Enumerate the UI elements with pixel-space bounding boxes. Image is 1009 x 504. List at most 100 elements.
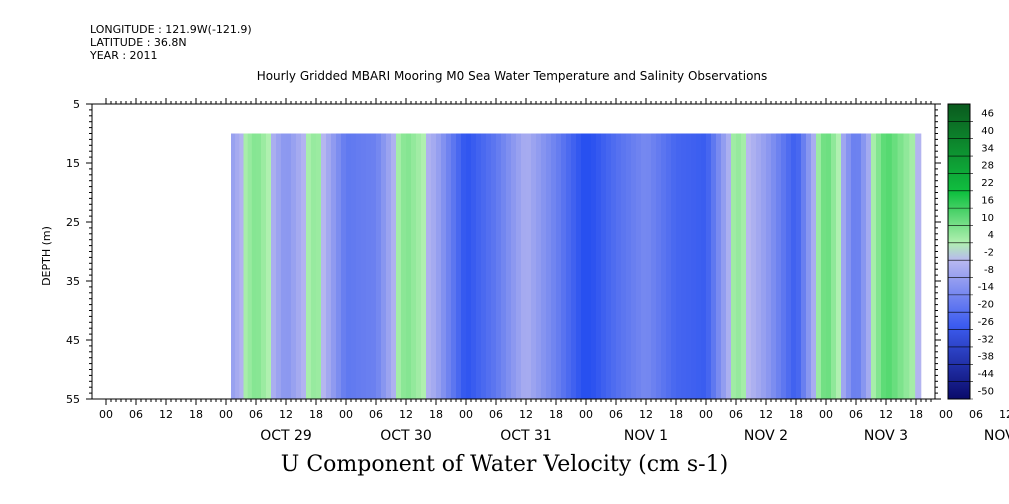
heatmap-cell xyxy=(636,133,642,399)
x-hour-label: 18 xyxy=(789,408,803,421)
heatmap-cell xyxy=(786,133,792,399)
heatmap-cell xyxy=(516,133,522,399)
heatmap-cell xyxy=(491,133,497,399)
x-date-label: NOV 3 xyxy=(864,428,908,444)
heatmap-cell xyxy=(903,133,910,399)
heatmap-cell xyxy=(621,133,627,399)
heatmap-cell xyxy=(321,133,327,399)
heatmap-cell xyxy=(826,133,832,399)
x-hour-label: 12 xyxy=(519,408,533,421)
heatmap-cell xyxy=(276,133,282,399)
heatmap-cell xyxy=(401,133,407,399)
heatmap-cell xyxy=(351,133,357,399)
y-tick-label: 45 xyxy=(66,334,80,347)
y-tick-label: 15 xyxy=(66,157,80,170)
y-tick-label: 5 xyxy=(73,98,80,111)
heatmap-cells xyxy=(231,133,922,399)
heatmap-cell xyxy=(676,133,682,399)
heatmap-cell xyxy=(841,133,847,399)
heatmap-cell xyxy=(666,133,672,399)
heatmap-cell xyxy=(566,133,572,399)
x-hour-label: 06 xyxy=(369,408,383,421)
heatmap-cell xyxy=(536,133,542,399)
x-hour-label: 18 xyxy=(309,408,323,421)
heatmap-cell xyxy=(736,133,742,399)
heatmap-cell xyxy=(761,133,767,399)
heatmap-cell xyxy=(611,133,617,399)
latitude-label: LATITUDE : 36.8N xyxy=(90,36,187,49)
heatmap-cell xyxy=(556,133,562,399)
y-tick-label: 25 xyxy=(66,216,80,229)
heatmap-cell xyxy=(721,133,727,399)
heatmap-cell xyxy=(526,133,532,399)
heatmap-cell xyxy=(891,133,898,399)
heatmap-cell xyxy=(511,133,517,399)
heatmap-cell xyxy=(341,133,347,399)
heatmap-cell xyxy=(646,133,652,399)
heatmap-cell xyxy=(811,133,817,399)
x-hour-label: 00 xyxy=(699,408,713,421)
heatmap-cell xyxy=(456,133,462,399)
y-axis-labels: 5 15 25 35 45 55 xyxy=(66,98,80,406)
heatmap-cell xyxy=(771,133,777,399)
heatmap-cell xyxy=(356,133,362,399)
heatmap-cell xyxy=(366,133,372,399)
x-hour-label: 06 xyxy=(729,408,743,421)
x-hour-label: 00 xyxy=(219,408,233,421)
colorbar-label: -38 xyxy=(978,352,994,363)
colorbar-label: -50 xyxy=(978,386,994,397)
heatmap-cell xyxy=(421,133,427,399)
heatmap-cell xyxy=(681,133,687,399)
y-axis-ticks xyxy=(86,103,941,400)
heatmap-cell xyxy=(336,133,342,399)
x-date-label: OCT 30 xyxy=(380,428,432,444)
year-label: YEAR : 2011 xyxy=(90,49,158,62)
heatmap-cell xyxy=(691,133,697,399)
x-hour-label: 06 xyxy=(969,408,983,421)
heatmap-cell xyxy=(686,133,692,399)
heatmap-cell xyxy=(851,133,857,399)
heatmap-cell xyxy=(661,133,667,399)
x-date-label: OCT 31 xyxy=(500,428,552,444)
heatmap-cell xyxy=(231,133,236,399)
heatmap-cell xyxy=(741,133,747,399)
heatmap-cell xyxy=(446,133,452,399)
heatmap-cell xyxy=(496,133,502,399)
x-hour-label: 06 xyxy=(249,408,263,421)
chart-title: Hourly Gridded MBARI Mooring M0 Sea Wate… xyxy=(256,69,768,83)
x-hour-label: 06 xyxy=(849,408,863,421)
heatmap-cell xyxy=(641,133,647,399)
colorbar: 46 40 34 28 22 16 10 4 -2 -8 -14 -20 -26 -32 -38 -44 -50 xyxy=(947,103,994,400)
heatmap-cell xyxy=(776,133,782,399)
heatmap-cell xyxy=(521,133,527,399)
heatmap-cell xyxy=(239,133,244,399)
heatmap-cell xyxy=(591,133,597,399)
heatmap-cell xyxy=(766,133,772,399)
heatmap-cell xyxy=(251,133,257,399)
heatmap-cell xyxy=(626,133,632,399)
heatmap-cell xyxy=(651,133,657,399)
y-tick-label: 35 xyxy=(66,275,80,288)
heatmap-cell xyxy=(466,133,472,399)
heatmap-cell xyxy=(266,133,272,399)
heatmap-cell xyxy=(791,133,797,399)
heatmap-cell xyxy=(561,133,567,399)
heatmap-cell xyxy=(846,133,852,399)
heatmap-cell xyxy=(616,133,622,399)
heatmap-cell xyxy=(256,133,262,399)
x-hour-label: 12 xyxy=(159,408,173,421)
x-hour-label: 18 xyxy=(909,408,923,421)
longitude-label: LONGITUDE : 121.9W(-121.9) xyxy=(90,23,252,36)
heatmap-cell xyxy=(291,133,297,399)
heatmap-cell xyxy=(886,133,893,399)
y-tick-label: 55 xyxy=(66,393,80,406)
x-hour-labels: 00 06 12 18 00 06 12 18 00 06 12 18 00 06 12 18 00 06 12 18… xyxy=(99,408,1009,421)
heatmap-cell xyxy=(441,133,447,399)
heatmap-cell xyxy=(406,133,412,399)
heatmap-cell xyxy=(716,133,722,399)
x-hour-label: 00 xyxy=(939,408,953,421)
colorbar-label: 16 xyxy=(981,195,994,206)
heatmap-cell xyxy=(426,133,432,399)
heatmap-cell xyxy=(781,133,787,399)
